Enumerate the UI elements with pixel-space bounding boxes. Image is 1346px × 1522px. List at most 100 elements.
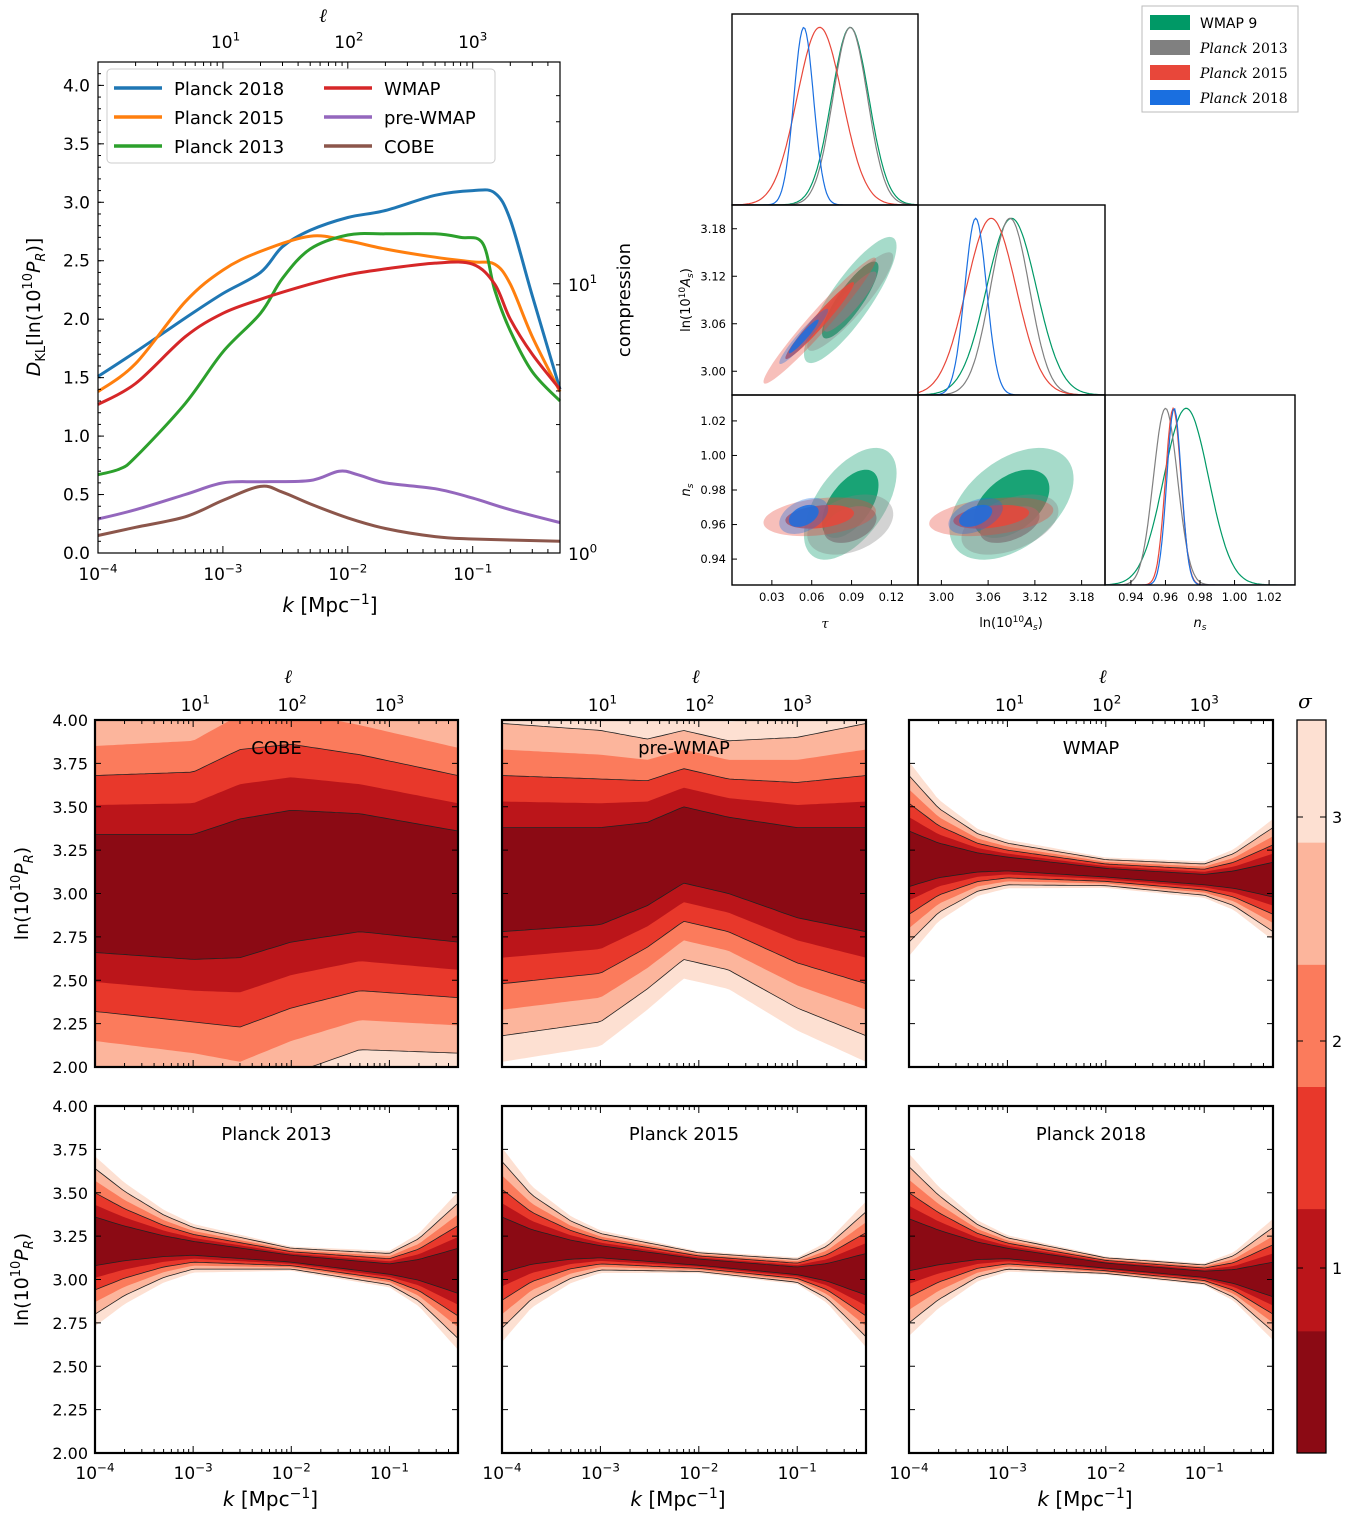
reconstruction-panel-planck-2015 — [502, 1106, 866, 1453]
kl-divergence-panel: 0.0 0.5 1.0 1.5 2.0 2.5 3.0 3.5 4.0 10−4 10−3 10−2 1… — [21, 5, 635, 617]
sigma-contour — [309, 1049, 458, 1067]
triangle-cell — [1105, 406, 1295, 585]
rec-y-tick-label: 3.75 — [52, 754, 88, 773]
sigma-contour — [909, 802, 1273, 870]
y-tick-label: 2.5 — [63, 252, 90, 272]
posterior-1d-wmap-9 — [732, 26, 918, 205]
sigma-contour — [909, 870, 1273, 898]
sigma-contour — [95, 990, 458, 1028]
tri-x-tick-label: 0.12 — [879, 590, 905, 604]
series-line-planck-2018 — [97, 188, 562, 390]
tri-x-label-ns: ns — [1194, 616, 1207, 633]
sigma-contour — [502, 1188, 866, 1264]
posterior-1d-planck-2015 — [732, 26, 918, 205]
sigma-contour — [909, 1268, 1273, 1332]
sigma-contour — [502, 1216, 866, 1268]
tri-legend-swatch — [1150, 90, 1190, 105]
x-tick-label: 10−2 — [328, 561, 367, 585]
panel-title: Planck 2018 — [1036, 1124, 1146, 1145]
rec-y-tick-label: 3.25 — [52, 841, 88, 860]
colorbar-level — [1297, 964, 1326, 1087]
posterior-1d-planck-2013 — [918, 217, 1105, 395]
tri-legend-label: Planck 2015 — [1199, 66, 1288, 82]
sigma-contour — [95, 931, 458, 960]
rec-y-tick-label: 3.00 — [52, 1271, 88, 1290]
legend-box — [106, 68, 496, 164]
sigma-contour — [95, 1261, 458, 1317]
colorbar-level — [1297, 1208, 1326, 1332]
tri-y-tick-label: 0.96 — [700, 518, 726, 532]
tri-legend-label: Planck 2018 — [1199, 91, 1288, 107]
reconstruction-panel-cobe — [95, 720, 458, 1067]
y-tick-label: 0.0 — [63, 544, 90, 564]
y-tick-label: 2.0 — [63, 310, 90, 330]
posterior-1d-wmap-9 — [918, 217, 1105, 395]
tri-y-tick-label: 3.00 — [700, 364, 726, 378]
y-tick-label: 0.5 — [63, 486, 90, 506]
tri-x-tick-label: 0.96 — [1153, 590, 1179, 604]
sigma-contour — [909, 1192, 1273, 1269]
legend-label: Planck 2018 — [174, 79, 284, 100]
tri-x-label-tau: τ — [821, 617, 829, 632]
sigma-contour — [502, 882, 866, 933]
posterior-1d-planck-2018 — [732, 26, 918, 205]
triangle-cell — [732, 26, 918, 205]
rec-y-tick-label: 3.75 — [52, 1140, 88, 1159]
rec-y-axis-label: ln(1010PR) — [9, 1233, 37, 1326]
sigma-contour — [95, 1216, 458, 1265]
colorbar-level — [1297, 842, 1326, 965]
y-axis-label: DKL[ln(1010PR)] — [21, 238, 49, 377]
triangle-cell-frame — [917, 204, 1106, 396]
sigma-band — [909, 831, 1273, 897]
tri-x-tick-label: 3.18 — [1069, 590, 1095, 604]
rec-x-tick-label: 10−4 — [482, 1460, 521, 1484]
tri-x-label-lnAs: ln(1010As) — [979, 615, 1043, 633]
tri-x-tick-label: 0.03 — [759, 590, 785, 604]
rec-top-axis-label: ℓ — [1099, 666, 1107, 688]
rec-y-tick-label: 2.75 — [52, 1314, 88, 1333]
rec-x-tick-label: 10−2 — [272, 1460, 311, 1484]
sigma-band — [95, 810, 458, 960]
rec-y-tick-label: 4.00 — [52, 711, 88, 730]
sigma-contour — [909, 1263, 1273, 1315]
sigma-contour — [502, 1269, 866, 1338]
rec-y-tick-label: 2.00 — [52, 1058, 88, 1077]
rec-y-tick-label: 2.25 — [52, 1015, 88, 1034]
rec-x-tick-label: 10−2 — [1086, 1460, 1125, 1484]
legend-label: pre-WMAP — [384, 108, 476, 129]
colorbar-label: σ — [1298, 689, 1313, 713]
tri-x-tick-label: 3.00 — [929, 590, 955, 604]
sigma-contour — [95, 810, 458, 835]
rec-y-tick-label: 2.75 — [52, 928, 88, 947]
x-tick-label: 10−1 — [453, 561, 492, 585]
sigma-contour — [95, 1168, 458, 1254]
rec-x-axis-label: k [Mpc−1] — [223, 1486, 318, 1511]
rec-y-tick-label: 2.50 — [52, 971, 88, 990]
tri-y-tick-label: 3.06 — [700, 317, 726, 331]
tri-x-tick-label: 3.12 — [1022, 590, 1048, 604]
triangle-plot-panel: 0.03 0.06 0.09 0.12 3.00 3.06 3.12 3.18 0.94 0.96… — [678, 5, 1299, 633]
sigma-band — [909, 775, 1273, 943]
rec-y-tick-label: 3.00 — [52, 885, 88, 904]
rec-y-tick-label: 3.50 — [52, 798, 88, 817]
rec-top-ell-tick-label: 102 — [1092, 692, 1121, 716]
posterior-1d-planck-2015 — [1105, 406, 1295, 585]
sigma-contour — [909, 877, 1273, 915]
rec-top-ell-tick-label: 101 — [588, 692, 617, 716]
sigma-contour — [95, 1268, 458, 1339]
legend-label: WMAP — [384, 79, 441, 100]
sigma-contour — [909, 1218, 1273, 1272]
tri-x-tick-label: 0.06 — [799, 590, 825, 604]
triangle-cell — [929, 447, 1074, 560]
reconstruction-panel-wmap — [909, 720, 1273, 1067]
triangle-cell-frame — [731, 13, 919, 206]
posterior-1d-planck-2013 — [732, 26, 918, 205]
series-line-wmap — [97, 260, 562, 406]
reconstruction-panel-pre-wmap — [502, 720, 866, 1067]
triangle-cell — [763, 236, 897, 384]
tri-x-tick-label: 1.02 — [1256, 590, 1282, 604]
rec-y-tick-label: 3.50 — [52, 1184, 88, 1203]
sigma-band — [502, 806, 866, 932]
x-axis-label: k [Mpc−1] — [282, 592, 377, 617]
posterior-2d-planck-2018 — [788, 319, 819, 354]
